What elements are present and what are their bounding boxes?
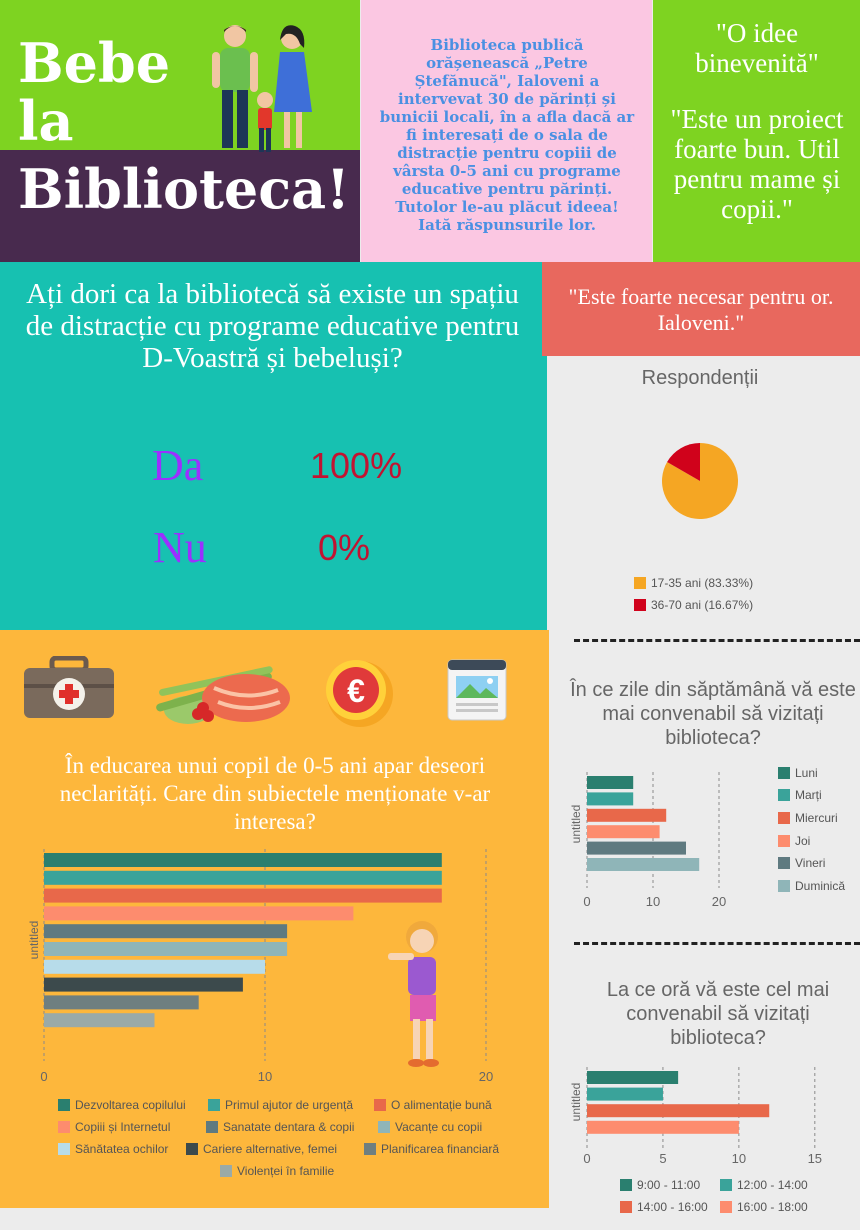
- legend-item: Joi: [778, 834, 810, 848]
- answer-yes-label: Da: [152, 441, 204, 490]
- legend-item: O alimentație bună: [374, 1098, 492, 1112]
- legend-item: Copiii și Internetul: [58, 1120, 170, 1134]
- intro-text: Biblioteca publică orășenească „Petre Șt…: [379, 36, 635, 234]
- title-panel-dark: [0, 150, 360, 262]
- legend-item: Sănătatea ochilor: [58, 1142, 168, 1156]
- bar: [587, 808, 667, 822]
- bar: [587, 1087, 663, 1101]
- legend-item: Vacanțe cu copii: [378, 1120, 482, 1134]
- legend-item: Primul ajutor de urgență: [208, 1098, 353, 1112]
- legend-item: Violenței în familie: [220, 1164, 334, 1178]
- x-tick-label: 10: [258, 1069, 272, 1084]
- question-panel: [0, 262, 547, 630]
- family-illustration: [212, 25, 312, 152]
- x-tick-label: 10: [646, 894, 660, 909]
- y-axis-label: untitled: [569, 805, 583, 844]
- medical-kit-icon: [24, 656, 114, 718]
- legend-item: 12:00 - 14:00: [720, 1178, 808, 1192]
- x-tick-label: 20: [712, 894, 726, 909]
- bar: [587, 1071, 679, 1084]
- bar: [587, 1120, 739, 1134]
- food-icon: [156, 666, 290, 724]
- topics-bar-chart: 0 10 20 untitled: [27, 849, 493, 1084]
- title-line-1: Bebe: [18, 31, 171, 95]
- bar: [44, 1013, 155, 1028]
- quote-2: "Este un proiect foarte bun. Util pentru…: [670, 104, 844, 224]
- x-tick-label: 20: [479, 1069, 493, 1084]
- days-bar-chart: 0 10 20 untitled: [569, 772, 726, 909]
- x-tick-label: 0: [40, 1069, 47, 1084]
- pie-chart: [662, 443, 738, 519]
- x-tick-label: 0: [583, 1151, 590, 1166]
- hours-bar-chart: 0 5 10 15 untitled: [569, 1067, 822, 1166]
- bar: [44, 888, 442, 903]
- legend-item: 9:00 - 11:00: [620, 1178, 700, 1192]
- quote-panel-red: [542, 262, 860, 356]
- title-line-3: Biblioteca!: [18, 157, 350, 221]
- bar: [587, 825, 660, 839]
- divider: [574, 639, 860, 642]
- quote-1: "O idee binevenită": [695, 18, 819, 78]
- answer-no-value: 0%: [318, 527, 371, 568]
- quote-box: "O idee binevenită" "Este un proiect foa…: [660, 18, 854, 224]
- bar: [587, 1104, 770, 1118]
- pie-legend-item: 17-35 ani (83.33%): [634, 576, 753, 590]
- bar: [44, 977, 243, 992]
- days-chart-title: În ce zile din săptămână vă este mai con…: [570, 679, 856, 749]
- x-tick-label: 15: [808, 1151, 822, 1166]
- legend-item: 14:00 - 16:00: [620, 1200, 708, 1214]
- x-tick-label: 0: [583, 894, 590, 909]
- newspaper-icon: [447, 659, 507, 721]
- x-tick-label: 5: [659, 1151, 666, 1166]
- answer-no-label: Nu: [153, 523, 207, 572]
- x-tick-label: 10: [732, 1151, 746, 1166]
- pie-title: Respondenții: [641, 367, 759, 389]
- legend-item: Miercuri: [778, 811, 838, 825]
- legend-item: Cariere alternative, femei: [186, 1142, 337, 1156]
- title-line-2: la: [18, 89, 74, 153]
- page-title: Bebe la Biblioteca!: [18, 34, 350, 218]
- question-text: Ați dori ca la bibliotecă să existe un s…: [25, 278, 520, 374]
- divider: [574, 942, 860, 945]
- legend-item: Marți: [778, 788, 822, 802]
- answer-yes-value: 100%: [310, 445, 403, 486]
- bar: [44, 853, 442, 867]
- legend-item: Duminică: [778, 879, 845, 893]
- bar: [44, 942, 288, 956]
- legend-item: Dezvoltarea copilului: [58, 1098, 186, 1112]
- bar: [587, 858, 700, 871]
- quote-panel: [653, 0, 860, 262]
- pie-legend-item: 36-70 ani (16.67%): [634, 598, 753, 612]
- pie-slice: [667, 443, 700, 481]
- euro-coin-icon: €: [326, 660, 393, 727]
- topics-legend: Dezvoltarea copilului Primul ajutor de ur…: [30, 1096, 530, 1186]
- bar: [44, 924, 288, 939]
- legend-item: Planificarea financiară: [364, 1142, 499, 1156]
- hours-legend: 9:00 - 11:00 12:00 - 14:00 14:00 - 16:00 16…: [616, 1172, 846, 1218]
- bar: [44, 995, 199, 1010]
- svg-text:€: €: [347, 673, 365, 709]
- days-legend: Luni Marți Miercuri Joi Vineri Duminică: [776, 760, 860, 894]
- bar: [44, 906, 354, 921]
- pie-legend: 17-35 ani (83.33%) 36-70 ani (16.67%): [634, 576, 854, 620]
- bar: [587, 841, 686, 855]
- quote-3: "Este foarte necesar pentru or. Ialoveni…: [568, 284, 834, 335]
- bar: [587, 792, 634, 806]
- legend-item: Luni: [778, 766, 818, 780]
- bar: [587, 776, 634, 789]
- education-question: În educarea unui copil de 0-5 ani apar d…: [59, 753, 491, 834]
- girl-illustration: [388, 921, 439, 1067]
- legend-item: Sanatate dentara & copii: [206, 1120, 354, 1134]
- y-axis-label: untitled: [27, 921, 41, 960]
- intro-panel: [361, 0, 652, 262]
- bar: [44, 959, 265, 974]
- hours-chart-title: La ce oră vă este cel mai convenabil să …: [606, 979, 830, 1049]
- bar: [44, 870, 442, 885]
- y-axis-label: untitled: [569, 1083, 583, 1122]
- legend-item: Vineri: [778, 856, 825, 870]
- legend-item: 16:00 - 18:00: [720, 1200, 808, 1214]
